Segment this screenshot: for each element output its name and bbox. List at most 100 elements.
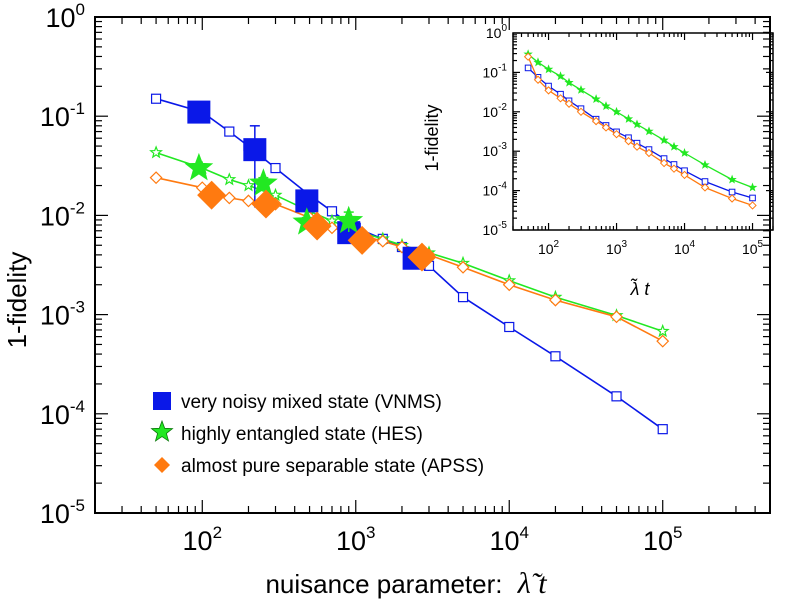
- y-tick-label: 10-4: [483, 181, 508, 199]
- point-apss: [149, 171, 163, 185]
- inset-series-line-hes: [527, 53, 753, 189]
- inset-point-apss: [544, 86, 553, 95]
- point-vnms: [550, 351, 561, 362]
- y-tick-label-exponent: -1: [70, 99, 85, 118]
- exp-point-apss: [302, 211, 332, 241]
- x-tick-label-exponent: 3: [622, 239, 628, 250]
- inset-point-hes: [623, 113, 634, 123]
- x-tick-label: 105: [643, 523, 683, 556]
- legend-label-vnms: very noisy mixed state (VNMS): [181, 392, 442, 413]
- y-tick-label: 10-5: [483, 220, 508, 238]
- point-vnms: [657, 424, 668, 435]
- point-vnms: [504, 321, 515, 333]
- inset-point-apss: [533, 75, 543, 84]
- inset-y-axis-label: 1-fidelity: [422, 104, 442, 171]
- exp-point-vnms: [243, 138, 267, 162]
- legend-marker-vnms: [153, 392, 171, 410]
- y-tick-label-exponent: -2: [70, 198, 85, 217]
- inset-point-hes: [555, 71, 566, 81]
- exp-point-apss: [407, 242, 437, 272]
- y-tick-label-base: 10: [486, 25, 502, 41]
- y-tick-label-base: 10: [483, 143, 499, 159]
- inset-point-apss: [727, 194, 737, 203]
- exp-point-apss: [197, 180, 227, 210]
- y-tick-label: 10-4: [40, 397, 85, 430]
- inset-point-apss: [659, 158, 669, 168]
- y-tick-label-exponent: -3: [498, 141, 507, 152]
- inset-point-apss: [632, 142, 642, 151]
- main-x-axis-label-prefix: nuisance parameter:: [265, 569, 502, 599]
- inset-point-apss: [700, 183, 710, 192]
- inset-point-apss: [564, 99, 574, 108]
- y-tick-label: 10-3: [40, 298, 85, 331]
- point-hes: [655, 323, 670, 338]
- point-hes: [222, 172, 237, 186]
- y-tick-label: 100: [486, 23, 508, 41]
- exp-point-apss: [347, 225, 377, 255]
- inset-series-layer: [523, 49, 758, 210]
- main-series-layer: [149, 93, 670, 435]
- exp-point-vnms: [187, 100, 211, 124]
- point-vnms: [611, 391, 622, 402]
- inset-point-hes: [679, 148, 690, 157]
- main-x-axis-label-symbol: λ̃ t: [517, 567, 547, 600]
- inset-point-hes: [611, 106, 622, 116]
- y-tick-label-exponent: -5: [70, 496, 85, 515]
- y-tick-label: 10-1: [40, 99, 85, 132]
- inset-plot-frame: [512, 32, 774, 231]
- y-tick-label: 10-2: [40, 198, 85, 231]
- inset-point-vnms: [728, 188, 736, 196]
- main-y-axis-label: 1-fidelity: [2, 252, 32, 349]
- y-tick-label: 10-5: [40, 496, 85, 529]
- point-vnms: [150, 93, 162, 104]
- x-tick-label-base: 10: [742, 241, 758, 257]
- legend: very noisy mixed state (VNMS) highly ent…: [150, 392, 484, 477]
- inset-series-line-vnms: [527, 67, 753, 199]
- y-tick-label: 100: [45, 0, 85, 33]
- inset-point-apss: [669, 164, 679, 173]
- y-tick-label-base: 10: [45, 3, 75, 33]
- point-apss: [242, 194, 255, 208]
- legend-entry-vnms: very noisy mixed state (VNMS): [153, 392, 442, 413]
- x-tick-label: 102: [183, 523, 223, 556]
- inset-point-hes: [591, 94, 601, 104]
- x-tick-label: 102: [538, 239, 560, 257]
- x-tick-label-exponent: 5: [673, 523, 682, 542]
- inset-point-hes: [700, 160, 710, 169]
- point-apss: [610, 310, 623, 324]
- x-tick-label-exponent: 2: [554, 239, 560, 250]
- y-tick-label-exponent: -3: [70, 298, 85, 317]
- y-tick-label-base: 10: [40, 400, 70, 430]
- point-apss: [502, 278, 516, 292]
- inset-point-hes: [659, 135, 669, 145]
- x-tick-label-exponent: 4: [520, 523, 529, 542]
- legend-label-apss: almost pure separable state (APSS): [181, 456, 484, 477]
- point-apss: [376, 234, 390, 248]
- inset-point-hes: [533, 57, 543, 67]
- inset-point-hes: [632, 119, 642, 129]
- exp-point-hes: [184, 152, 214, 181]
- inset-point-apss: [624, 136, 633, 146]
- inset-point-apss: [591, 116, 601, 126]
- x-tick-label-base: 10: [674, 241, 690, 257]
- x-tick-label: 105: [742, 239, 764, 257]
- y-tick-label-base: 10: [40, 102, 70, 132]
- x-tick-label-base: 10: [489, 526, 519, 556]
- inset-point-apss: [523, 52, 533, 61]
- y-tick-label-base: 10: [483, 183, 499, 199]
- exp-point-hes: [334, 205, 364, 234]
- exp-point-hes: [248, 168, 278, 196]
- y-tick-label-exponent: 0: [76, 0, 85, 19]
- y-tick-label-base: 10: [40, 201, 70, 231]
- inset-point-apss: [612, 129, 621, 139]
- inset-point-hes: [601, 101, 611, 111]
- inset-point-hes: [727, 174, 737, 184]
- inset-point-apss: [601, 123, 611, 132]
- point-vnms: [270, 162, 281, 174]
- inset-x-axis-label: λ̃ t: [630, 278, 651, 299]
- y-tick-label-base: 10: [483, 222, 499, 238]
- inset-point-vnms: [524, 64, 532, 72]
